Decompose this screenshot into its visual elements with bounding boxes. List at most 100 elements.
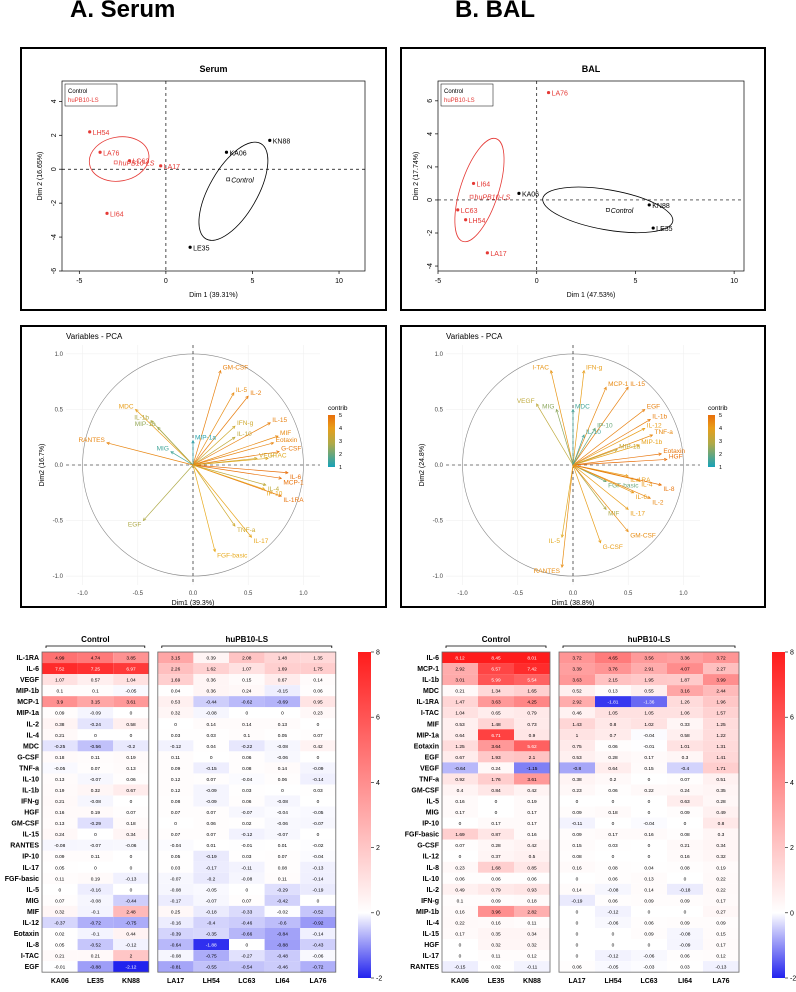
cell-value: 0 (576, 932, 579, 938)
variable-label-il-8: IL-8 (663, 486, 675, 493)
cell-value: 2.82 (527, 909, 537, 915)
cell-value: 0.3 (718, 832, 725, 838)
scale-tick-label: 6 (376, 715, 380, 722)
cell-value: 0.09 (572, 810, 582, 816)
cell-value: 0.05 (55, 865, 65, 871)
cell-value: 0.03 (680, 965, 690, 971)
cell-value: 1.05 (608, 711, 618, 717)
cell-value: 0 (94, 865, 97, 871)
heat-cell (514, 817, 550, 829)
heat-cell (229, 894, 265, 906)
cell-value: -0.54 (241, 965, 252, 971)
row-label-ip-10: IP-10 (422, 821, 439, 828)
scale-tick-label: 8 (376, 650, 380, 657)
cell-value: 1.47 (455, 700, 465, 706)
cell-value: 0.07 (171, 810, 181, 816)
heat-cell (703, 784, 739, 796)
cell-value: 1.69 (278, 667, 288, 673)
group-bracket (45, 645, 146, 648)
loading-arrow-g-csf (192, 451, 280, 466)
variable-label-il-1b: IL-1b (134, 415, 149, 422)
legend-tick-label: 2 (339, 452, 342, 458)
heat-cell (77, 806, 114, 818)
heat-cell (264, 828, 301, 840)
heat-cell (595, 872, 631, 884)
row-label-rantes: RANTES (10, 843, 39, 850)
cell-value: 1.87 (680, 678, 690, 684)
x-tick-label: -0.5 (513, 591, 524, 597)
heat-cell (42, 839, 78, 851)
loading-arrow-ifn-g (572, 370, 585, 466)
heat-cell (229, 773, 265, 785)
cell-value: 5.54 (527, 678, 537, 684)
heat-cell (157, 905, 194, 917)
heat-cell (595, 751, 631, 763)
heat-cell (703, 828, 739, 840)
column-label-la17: LA17 (167, 978, 184, 985)
heat-cell (478, 663, 514, 675)
cell-value: -0.04 (313, 854, 324, 860)
cell-value: 1.34 (491, 689, 501, 695)
heat-cell (514, 795, 550, 807)
heat-cell (667, 652, 703, 664)
cell-value: 0.09 (171, 766, 181, 772)
bal-variables-plot: Variables - PCA -1.0 -0.5 0.0 0.5 1.0 -1.0 -0.5… (419, 332, 728, 607)
heat-cell (478, 894, 514, 906)
cell-value: 0.06 (491, 876, 501, 882)
cell-value: -0.64 (170, 943, 181, 949)
cell-value: 3.72 (716, 656, 726, 662)
heat-cell (42, 740, 78, 752)
heat-cell (514, 696, 550, 708)
y-tick-label: 1.0 (55, 352, 64, 358)
cell-value: 0 (130, 865, 133, 871)
cell-value: 0.14 (313, 678, 323, 684)
heat-cell (113, 850, 149, 862)
cell-value: -0.6 (278, 920, 287, 926)
heat-cell (667, 850, 703, 862)
scale-tick-label: 2 (376, 845, 380, 852)
heat-cell (703, 850, 739, 862)
heat-cell (77, 762, 114, 774)
x-tick-label: 1.0 (299, 591, 308, 597)
cell-value: 0 (684, 821, 687, 827)
column-label-la17: LA17 (568, 978, 585, 985)
cell-value: 0.24 (680, 788, 690, 794)
heat-cell (229, 762, 265, 774)
heat-cell (157, 762, 194, 774)
heat-cell (42, 850, 78, 862)
loading-arrow-g-csf (572, 464, 601, 543)
heat-cell (442, 950, 478, 962)
legend-box (440, 83, 494, 107)
cell-value: 0 (245, 887, 248, 893)
heat-cell (631, 751, 667, 763)
cell-value: 0.53 (455, 722, 465, 728)
row-label-il-5: IL-5 (427, 799, 440, 806)
heat-cell (300, 674, 336, 686)
arrow-head (267, 422, 271, 426)
heat-cell (703, 751, 739, 763)
cell-value: 0.03 (608, 843, 618, 849)
heat-cell (193, 950, 229, 962)
cell-value: -0.07 (170, 876, 181, 882)
cell-value: -0.88 (90, 965, 101, 971)
cell-value: 0.12 (171, 777, 181, 783)
heat-cell (559, 729, 595, 741)
cell-value: -0.15 (455, 965, 466, 971)
cell-value: 0 (648, 843, 651, 849)
cell-value: 0.67 (126, 788, 136, 794)
heat-cell (559, 663, 595, 675)
heat-cell (113, 928, 149, 940)
cell-value: 0.03 (242, 854, 252, 860)
heat-cell (193, 883, 229, 895)
cell-value: -0.06 (277, 821, 288, 827)
heat-cell (157, 674, 194, 686)
heat-cell (631, 674, 667, 686)
x-tick-label: -0.5 (133, 591, 144, 597)
cell-value: 0.11 (171, 755, 180, 761)
point-label-control: Control (611, 208, 634, 215)
heat-cell (442, 718, 478, 730)
heat-cell (42, 685, 78, 697)
point-label-la17: LA17 (490, 251, 506, 258)
data-point-kn88 (268, 138, 272, 142)
arrow-head (285, 470, 289, 475)
